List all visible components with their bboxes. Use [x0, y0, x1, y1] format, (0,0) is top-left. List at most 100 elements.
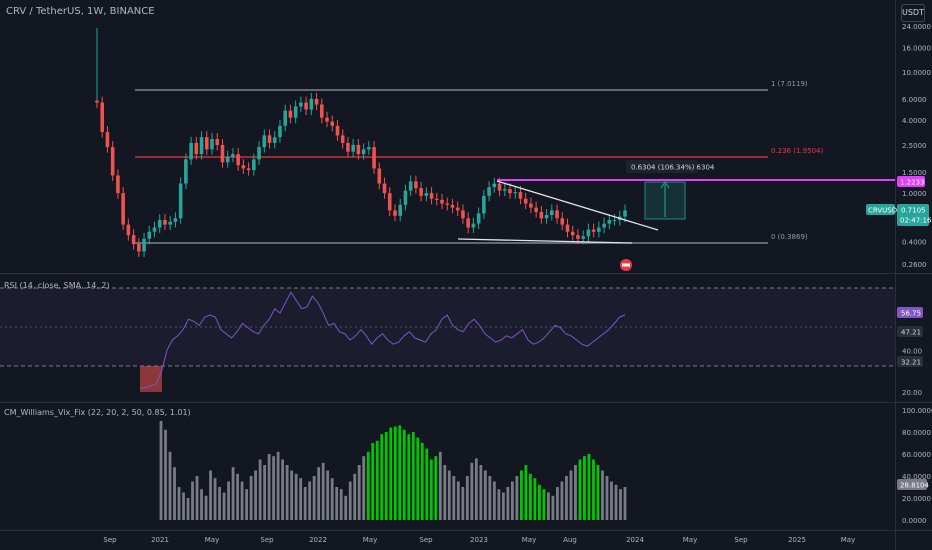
vix-bar — [299, 478, 303, 520]
vix-bar — [339, 489, 343, 520]
candle-body — [482, 195, 486, 214]
vix-tick-label: 20.0000 — [902, 495, 931, 503]
time-tick-label: May — [363, 536, 377, 544]
candle-body — [246, 168, 251, 171]
candle-body — [576, 235, 580, 239]
vix-bar — [547, 492, 550, 520]
support-trendline[interactable] — [457, 238, 633, 244]
candle-body — [116, 175, 120, 194]
candle-body — [283, 110, 287, 126]
candle-body — [455, 207, 460, 211]
vix-bar — [290, 470, 294, 520]
rsi-indicator-label[interactable]: RSI (14, close, SMA, 14, 2) — [4, 281, 110, 290]
rsi-lower-tag-bg — [897, 356, 923, 367]
candle-body — [231, 154, 235, 157]
vix-bar — [209, 470, 212, 520]
candle — [116, 169, 120, 199]
vix-bar — [312, 476, 316, 520]
candle — [455, 201, 460, 216]
symbol-title[interactable]: CRV / TetherUS, 1W, BINANCE — [6, 6, 155, 17]
candle-body — [377, 168, 382, 184]
vix-bar — [240, 481, 244, 520]
vix-bar — [619, 489, 622, 520]
vix-bar — [366, 451, 370, 520]
candle — [367, 141, 371, 155]
price-tick-label: 1.0000 — [902, 190, 927, 198]
candle — [555, 204, 559, 224]
vix-bar — [177, 487, 181, 520]
price-tick-label: 2.5000 — [902, 142, 927, 150]
candle-body — [157, 220, 162, 228]
candle-body — [487, 187, 491, 196]
candle — [215, 133, 220, 151]
vix-bar — [488, 476, 492, 520]
vix-bar — [195, 476, 199, 520]
candle-body — [382, 183, 387, 194]
time-tick-label: Sep — [419, 536, 433, 544]
vix-bar — [483, 470, 487, 520]
magenta-price-tag: 1.2233 — [900, 179, 925, 187]
candle-body — [184, 159, 188, 184]
vix-bar — [479, 465, 483, 520]
vix-bar — [411, 432, 415, 520]
candle — [513, 186, 518, 199]
candle — [346, 136, 350, 158]
candle-body — [257, 147, 261, 160]
vix-bar — [551, 495, 555, 520]
candle-body — [163, 220, 167, 225]
vix-bar — [542, 489, 546, 520]
candle-body — [236, 154, 240, 166]
candle-body — [581, 236, 585, 239]
candle — [252, 153, 256, 176]
descending-trendline[interactable] — [496, 180, 659, 231]
time-tick-label: May — [205, 536, 219, 544]
vix-bar — [191, 481, 194, 520]
candle-body — [126, 224, 131, 236]
candle — [597, 221, 601, 238]
currency-button[interactable]: USDT — [901, 4, 925, 22]
vix-bar — [596, 465, 600, 520]
candle-body — [152, 227, 157, 232]
vix-bar — [222, 492, 226, 520]
candle-body — [435, 198, 439, 200]
vix-axis[interactable]: 100.0000 80.0000 60.0000 40.0000 20.0000 0.00… — [902, 407, 932, 525]
vix-bar — [236, 473, 239, 520]
vix-bar — [321, 462, 325, 520]
candle — [414, 175, 418, 194]
candle-body — [471, 223, 476, 228]
vix-indicator-label[interactable]: CM_Williams_Vix_Fix (22, 20, 2, 50, 0.85… — [4, 408, 191, 417]
vix-bar — [601, 470, 604, 520]
candle — [168, 215, 172, 231]
candle-body — [147, 231, 152, 239]
candle — [241, 159, 246, 174]
vix-bar — [474, 458, 478, 520]
candle-body — [393, 210, 397, 216]
measure-label-bg — [626, 160, 698, 173]
candle-body — [502, 189, 507, 191]
candle-body — [367, 147, 371, 150]
candle-body — [288, 110, 293, 118]
candle-body — [466, 218, 470, 228]
time-axis[interactable]: Sep 2021 May Sep 2022 May Sep 2023 May Aug 2024 May… — [103, 536, 855, 544]
rsi-lower-tag: 32.21 — [901, 359, 921, 367]
candle-body — [539, 211, 544, 219]
candle-body — [309, 98, 314, 110]
candle — [534, 201, 538, 218]
candle — [299, 96, 303, 112]
vix-bar — [186, 498, 190, 520]
candle — [157, 214, 162, 234]
candle-body — [387, 193, 392, 211]
vix-bar — [317, 467, 321, 520]
candle — [539, 205, 544, 224]
vix-bar — [465, 476, 469, 520]
vix-bar — [515, 476, 519, 520]
vix-bar — [389, 427, 393, 520]
candle-body — [262, 135, 267, 148]
vix-bar — [375, 440, 379, 520]
candle-body — [293, 106, 298, 118]
candle — [220, 138, 225, 168]
price-axis[interactable]: 24.0000 16.0000 10.0000 6.0000 4.0000 2.5000 1… — [902, 23, 931, 269]
candle-body — [330, 121, 335, 126]
price-tick-label: 10.0000 — [902, 69, 931, 77]
